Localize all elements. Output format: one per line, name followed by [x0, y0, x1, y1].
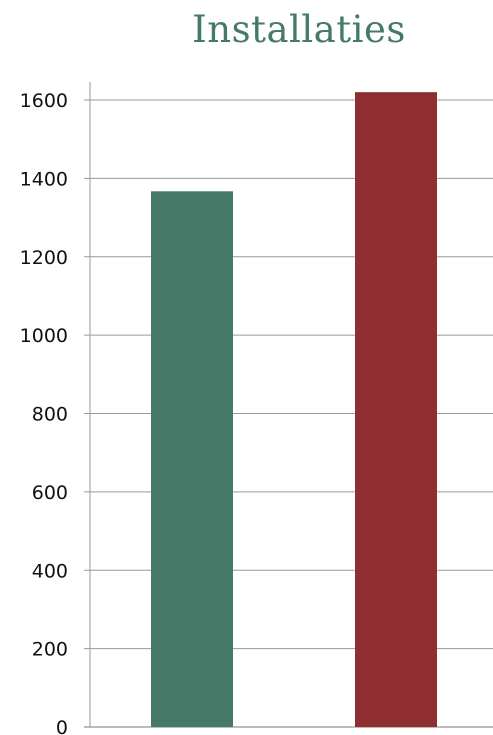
y-axis-ticks: 0 200 400 600 800 1000 1200 1400 1600	[20, 90, 68, 735]
y-tick-label: 200	[32, 639, 68, 661]
y-tick-label: 1400	[20, 168, 68, 190]
bar-1	[151, 191, 233, 727]
y-tick-label: 1600	[20, 90, 68, 112]
bars	[151, 92, 437, 728]
y-tick-label: 1000	[20, 325, 68, 347]
y-tick-label: 1200	[20, 247, 68, 269]
chart-title: Installaties	[192, 8, 406, 51]
y-tick-label: 0	[56, 717, 68, 735]
bar-2	[355, 92, 437, 728]
y-tick-label: 800	[32, 404, 68, 426]
y-tick-label: 400	[32, 560, 68, 582]
y-tick-label: 600	[32, 482, 68, 504]
